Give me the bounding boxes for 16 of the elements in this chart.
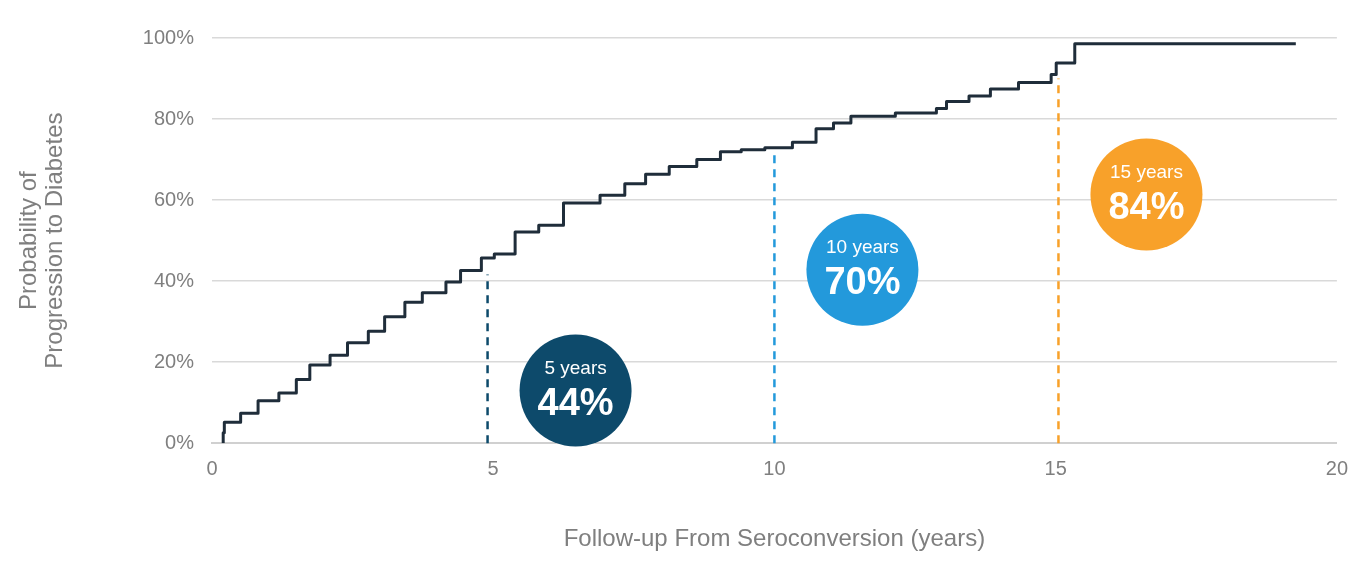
x-tick-label: 20 bbox=[1325, 456, 1348, 479]
x-tick-label: 10 bbox=[763, 456, 786, 479]
x-axis-title: Follow-up From Seroconversion (years) bbox=[563, 524, 986, 552]
x-tick-label: 0 bbox=[206, 456, 218, 479]
y-tick-label: 100% bbox=[142, 25, 195, 48]
y-tick-label: 80% bbox=[153, 106, 195, 129]
x-tick-label: 5 bbox=[487, 456, 499, 479]
y-tick-label: 40% bbox=[153, 268, 195, 291]
y-tick-label: 60% bbox=[153, 187, 195, 210]
ref-line-label: 10 years 70% bbox=[824, 236, 901, 303]
ref-line-label: 5 years 44% bbox=[537, 356, 614, 424]
y-tick-label: 0% bbox=[165, 430, 195, 453]
y-axis-title: Probability of Progression to Diabetes bbox=[13, 112, 68, 369]
ref-line-label: 15 years 84% bbox=[1108, 160, 1185, 227]
x-tick-label: 15 bbox=[1044, 456, 1067, 479]
y-tick-label: 20% bbox=[153, 349, 195, 372]
